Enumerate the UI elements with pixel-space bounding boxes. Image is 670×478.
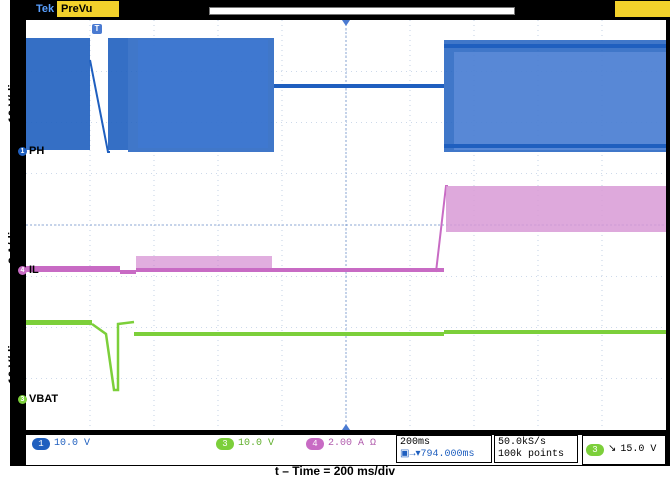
acquisition-mode: PreVu [57,1,119,17]
ch4-label: IL [29,264,39,276]
trace-ph [26,38,666,153]
trigger-source-badge-icon: 3 [586,444,604,456]
trigger-marker-icon[interactable]: T [92,24,102,34]
ch2-scale-label: 2 A/div [6,225,20,264]
ch3-marker-icon: 3 [18,394,27,404]
timebase-readout[interactable]: 200ms ▣→▾794.000ms [396,435,492,463]
ch3-label: VBAT [29,393,59,405]
channel-tag-ph[interactable]: 1 PH [18,145,44,157]
readout-bar: 1 10.0 V 3 10.0 V 4 2.00 A Ω 200ms ▣→▾79… [26,435,666,465]
trigger-position-icon: ▣→▾ [400,449,421,460]
trigger-slope-icon: ↘ [608,444,617,455]
brand-logo: Tek [36,3,55,15]
record-position-bar[interactable] [209,7,515,15]
ch3-value: 10.0 V [238,438,275,449]
channel-tag-il[interactable]: 4 IL [18,264,39,276]
trigger-level-value: 15.0 V [620,444,657,455]
trace-vbat [26,320,666,392]
trigger-readout[interactable]: 3 ↘ 15.0 V [582,435,666,465]
trigger-position-marker [342,20,350,26]
trigger-position-marker-bottom [342,424,350,430]
record-length-value: 100k points [498,449,565,460]
ch3-badge-icon: 3 [216,438,234,450]
acquisition-readout[interactable]: 50.0kS/s 100k points [494,435,578,463]
ch4-readout[interactable]: 4 2.00 A Ω [306,437,376,451]
ch1-value: 10.0 V [54,438,91,449]
trace-il [26,185,666,274]
sample-rate-value: 50.0kS/s [498,437,547,448]
status-indicator [615,1,670,17]
time-axis-caption: t – Time = 200 ms/div [274,464,396,478]
waveform-plot: 1 PH 4 IL 3 VBAT T [18,20,666,430]
ch4-marker-icon: 4 [18,265,27,275]
ch1-readout[interactable]: 1 10.0 V [32,437,90,451]
position-row: ▣→▾794.000ms [400,449,488,461]
timebase-value: 200ms [400,437,431,448]
ch3-readout[interactable]: 3 10.0 V [216,437,274,451]
ch1-marker-icon: 1 [18,146,27,156]
ch4-value: 2.00 A Ω [328,438,377,449]
status-bar: Tek PreVu [11,1,670,21]
ch3-scale-label: 10 V/div [6,338,20,384]
ch4-badge-icon: 4 [306,438,324,450]
ch1-label: PH [29,145,45,157]
waveform-svg [26,20,666,430]
channel-tag-vbat[interactable]: 3 VBAT [18,393,58,405]
ch1-scale-label: 10 V/div [6,77,20,123]
ch1-badge-icon: 1 [32,438,50,450]
position-value: 794.000ms [420,449,475,460]
